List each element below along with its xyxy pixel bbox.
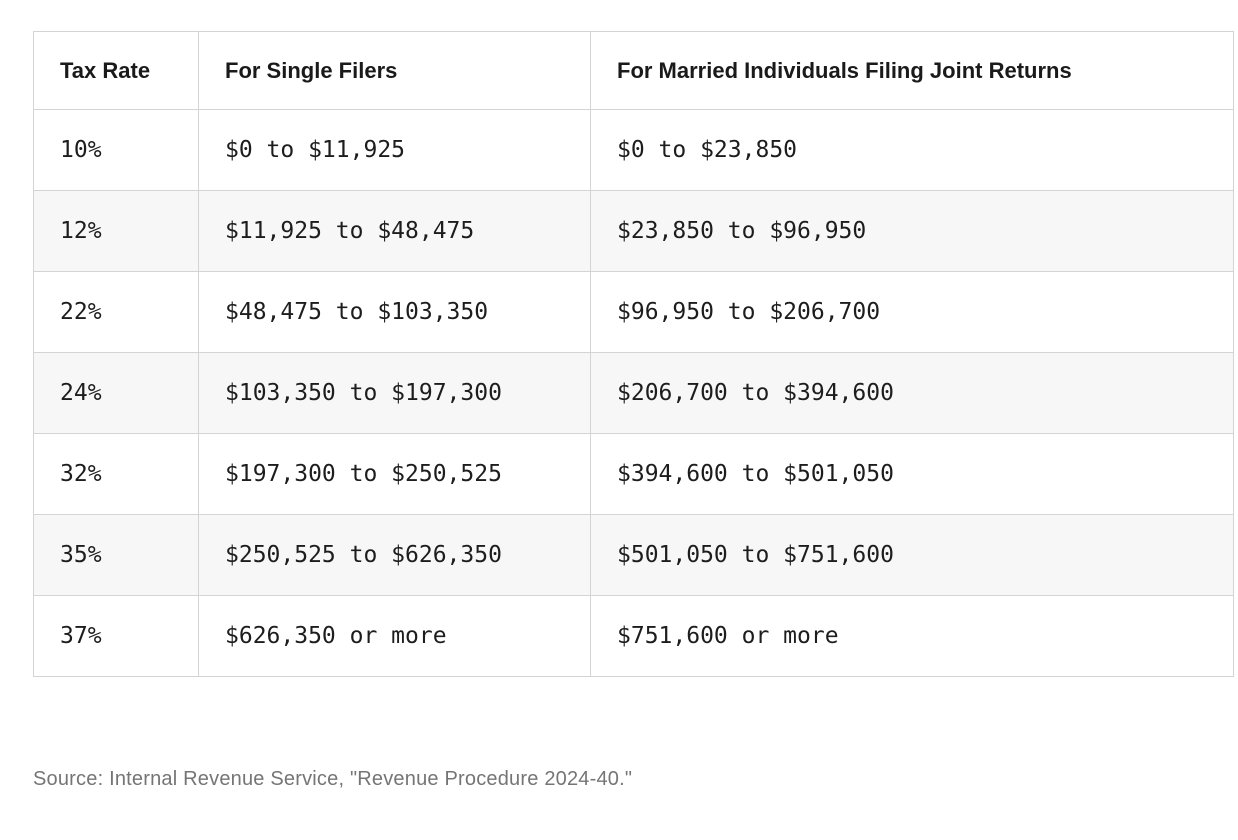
tax-rate-cell: 24%: [33, 352, 199, 434]
column-header-married-joint: For Married Individuals Filing Joint Ret…: [590, 31, 1234, 110]
header-row: Tax Rate For Single Filers For Married I…: [33, 31, 1234, 110]
single-filers-cell: $11,925 to $48,475: [198, 190, 591, 272]
column-header-single-filers: For Single Filers: [198, 31, 591, 110]
married-joint-cell: $206,700 to $394,600: [590, 352, 1234, 434]
tax-rate-cell: 12%: [33, 190, 199, 272]
single-filers-cell: $0 to $11,925: [198, 109, 591, 191]
table-row: 37% $626,350 or more $751,600 or more: [33, 595, 1234, 677]
tax-rate-cell: 32%: [33, 433, 199, 515]
table-header: Tax Rate For Single Filers For Married I…: [33, 31, 1234, 110]
tax-rate-cell: 37%: [33, 595, 199, 677]
single-filers-cell: $197,300 to $250,525: [198, 433, 591, 515]
single-filers-cell: $250,525 to $626,350: [198, 514, 591, 596]
married-joint-cell: $96,950 to $206,700: [590, 271, 1234, 353]
source-note: Source: Internal Revenue Service, "Reven…: [33, 768, 633, 790]
married-joint-cell: $23,850 to $96,950: [590, 190, 1234, 272]
table-row: 32% $197,300 to $250,525 $394,600 to $50…: [33, 433, 1234, 515]
table-body: 10% $0 to $11,925 $0 to $23,850 12% $11,…: [33, 109, 1234, 677]
column-header-tax-rate: Tax Rate: [33, 31, 199, 110]
tax-rate-cell: 10%: [33, 109, 199, 191]
married-joint-cell: $0 to $23,850: [590, 109, 1234, 191]
married-joint-cell: $394,600 to $501,050: [590, 433, 1234, 515]
tax-rate-cell: 35%: [33, 514, 199, 596]
single-filers-cell: $48,475 to $103,350: [198, 271, 591, 353]
tax-rate-cell: 22%: [33, 271, 199, 353]
single-filers-cell: $626,350 or more: [198, 595, 591, 677]
single-filers-cell: $103,350 to $197,300: [198, 352, 591, 434]
table-row: 12% $11,925 to $48,475 $23,850 to $96,95…: [33, 190, 1234, 272]
table-row: 35% $250,525 to $626,350 $501,050 to $75…: [33, 514, 1234, 596]
tax-brackets-table: Tax Rate For Single Filers For Married I…: [33, 31, 1234, 677]
table-row: 22% $48,475 to $103,350 $96,950 to $206,…: [33, 271, 1234, 353]
table-row: 10% $0 to $11,925 $0 to $23,850: [33, 109, 1234, 191]
table-row: 24% $103,350 to $197,300 $206,700 to $39…: [33, 352, 1234, 434]
married-joint-cell: $751,600 or more: [590, 595, 1234, 677]
married-joint-cell: $501,050 to $751,600: [590, 514, 1234, 596]
